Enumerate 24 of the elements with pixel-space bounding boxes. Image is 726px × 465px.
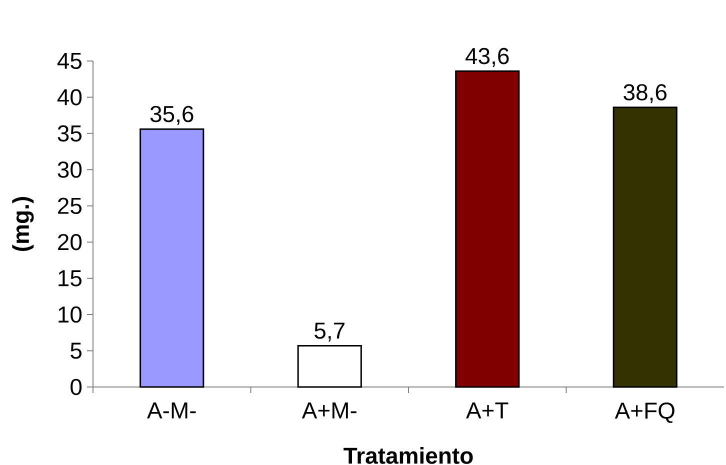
x-tick-label: A+FQ <box>614 402 674 423</box>
bar <box>140 128 204 388</box>
y-tick-label: 10 <box>58 306 82 323</box>
y-tick-label: 35 <box>58 125 82 142</box>
y-tick-label: 15 <box>58 270 82 286</box>
x-tick-label: A+M- <box>302 402 356 418</box>
y-tick-label: 30 <box>58 162 82 178</box>
y-tick-label: 25 <box>58 198 82 214</box>
y-tick-label: 40 <box>57 89 82 106</box>
y-axis-title: (mg.) <box>12 197 34 251</box>
y-tick-label: 20 <box>58 234 82 250</box>
bar <box>297 344 362 388</box>
x-tick-label: A+T <box>466 402 508 418</box>
data-label: 38,6 <box>624 84 666 104</box>
bar <box>612 106 678 388</box>
y-tick-label: 0 <box>70 378 82 396</box>
data-label: 43,6 <box>466 48 509 67</box>
bar <box>455 70 520 388</box>
y-tick-label: 45 <box>57 52 82 70</box>
x-tick-label: A-M- <box>147 402 196 418</box>
data-label: 35,6 <box>150 106 194 125</box>
data-label: 5,7 <box>314 322 344 342</box>
x-axis-title: Tratamiento <box>344 446 473 464</box>
y-tick-label: 5 <box>70 342 82 359</box>
